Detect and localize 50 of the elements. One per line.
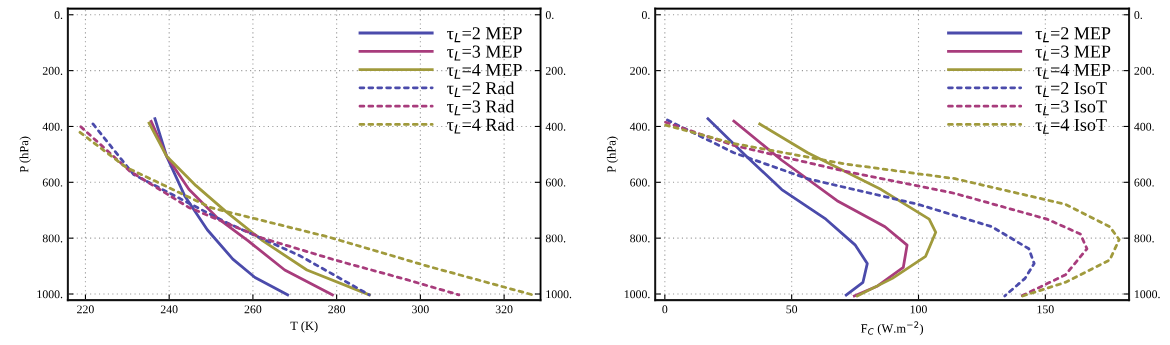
x-tick-label: 280: [328, 305, 346, 314]
x-tick-label: 150: [1037, 305, 1054, 314]
x-tick-label: 260: [244, 305, 262, 314]
y2-tick-label: 800.: [1134, 234, 1154, 243]
x-tick-label: 220: [77, 305, 94, 314]
legend-label: τ$_{L}$=2 MEP: [1035, 27, 1111, 43]
y-tick-label: 0.: [54, 11, 63, 20]
y-tick-label: 600.: [42, 178, 63, 187]
legend-label: τ$_{L}$=4 MEP: [447, 63, 522, 79]
x-tick-label: 240: [160, 305, 178, 314]
y-tick-label: 600.: [630, 178, 650, 187]
y-tick-label: 400.: [629, 122, 650, 131]
legend-label: τ$_{L}$=2 IsoT: [1035, 82, 1107, 98]
legend-label: τ$_{L}$=2 MEP: [447, 27, 522, 43]
y2-tick-label: 200.: [1134, 66, 1154, 75]
y2-tick-label: 600.: [545, 178, 566, 187]
x-tick-label: 320: [495, 305, 513, 314]
y-tick-label: 0.: [641, 11, 650, 20]
x-axis-title: F$_{C}$ (W.m$^{−2}$): [860, 321, 924, 336]
y2-tick-label: 1000.: [546, 290, 572, 299]
y-tick-label: 400.: [42, 122, 63, 131]
legend-label: τ$_{L}$=3 MEP: [1035, 45, 1111, 61]
y2-tick-label: 800.: [545, 234, 566, 243]
y-tick-label: 800.: [630, 234, 650, 243]
y-axis-title: P (hPa): [606, 136, 619, 173]
x-tick-label: 300: [412, 305, 429, 314]
legend-label: τ$_{L}$=2 Rad: [447, 81, 515, 98]
x-tick-label: 50: [786, 305, 798, 314]
x-axis-title: T (K): [290, 321, 318, 333]
legend-label: τ$_{L}$=4 IsoT: [1035, 118, 1107, 134]
y2-tick-label: 200.: [545, 66, 566, 75]
y-tick-label: 800.: [42, 234, 63, 243]
x-tick-label: 0: [662, 305, 668, 314]
y2-tick-label: 0.: [1134, 11, 1142, 20]
legend-label: τ$_{L}$=4 Rad: [447, 118, 515, 134]
y2-tick-label: 1000.: [1134, 290, 1160, 299]
legend-label: τ$_{L}$=3 MEP: [447, 45, 522, 61]
y2-tick-label: 0.: [545, 11, 554, 20]
y-axis-title: P (hPa): [19, 136, 31, 173]
x-tick-label: 100: [910, 305, 927, 314]
legend-label: τ$_{L}$=3 Rad: [447, 99, 515, 116]
y-tick-label: 1000.: [624, 290, 650, 299]
y2-tick-label: 400.: [1134, 122, 1154, 131]
y-tick-label: 1000.: [37, 290, 63, 299]
y-tick-label: 200.: [42, 66, 63, 75]
y2-tick-label: 400.: [545, 122, 566, 131]
legend-label: τ$_{L}$=4 MEP: [1035, 63, 1111, 79]
y2-tick-label: 600.: [1134, 178, 1154, 187]
y-tick-label: 200.: [630, 66, 650, 75]
legend-label: τ$_{L}$=3 IsoT: [1035, 100, 1107, 116]
